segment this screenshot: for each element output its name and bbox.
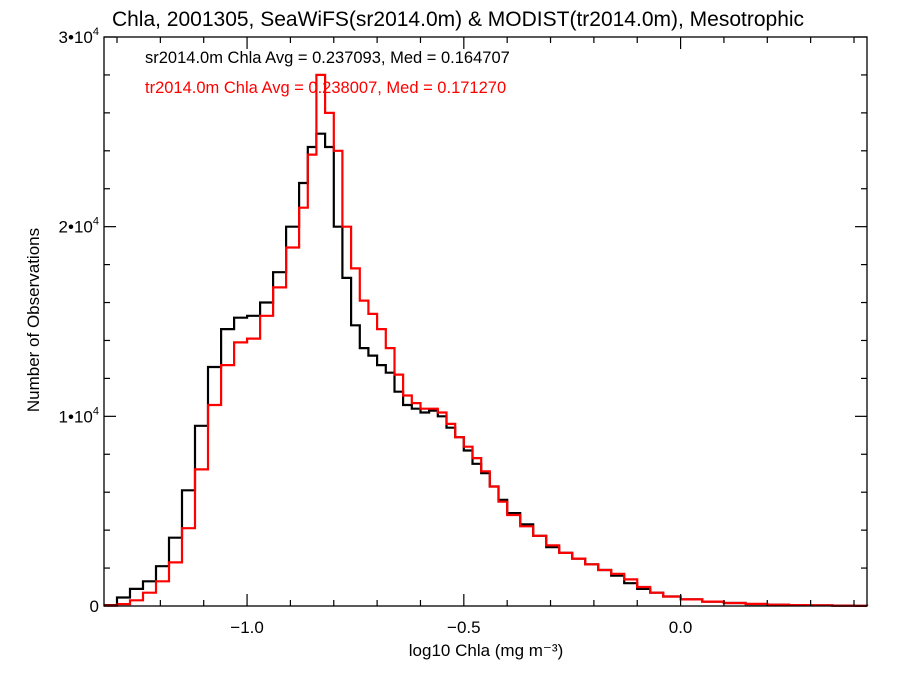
y-tick-label: 1•104 [59,405,99,426]
x-tick-label: −1.0 [230,618,264,637]
annotation-sr: sr2014.0m Chla Avg = 0.237093, Med = 0.1… [145,49,510,67]
series-line-1 [104,73,869,607]
x-axis-label: log10 Chla (mg m⁻³) [409,641,563,660]
plot-frame [103,36,868,607]
y-tick-label: 2•104 [59,216,99,237]
y-axis-label: Number of Observations [24,228,43,412]
series-line-0 [104,132,869,607]
x-tick-label: −0.5 [447,618,481,637]
x-tick-label: 0.0 [669,618,693,637]
chart-title: Chla, 2001305, SeaWiFS(sr2014.0m) & MODI… [112,8,804,31]
y-tick-label: 3•104 [59,26,99,47]
y-tick-label: 0 [90,597,99,616]
